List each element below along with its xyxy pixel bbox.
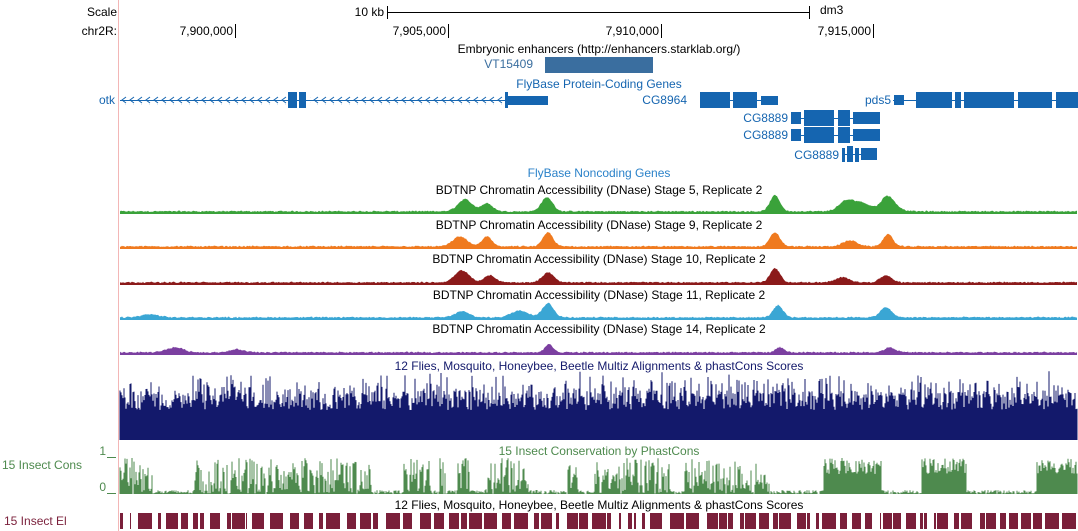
insect-cons-side-label[interactable]: 15 Insect Cons <box>2 458 83 472</box>
gene-label-cg8964[interactable]: CG8964 <box>642 93 687 107</box>
insect-cons-signal <box>119 458 1078 494</box>
enhancer-feature[interactable] <box>0 0 1078 80</box>
ruler-tick-label: 7,900,000 <box>179 24 233 38</box>
gene-cg8889[interactable] <box>791 110 880 126</box>
enhancers-track-title: Embryonic enhancers (http://enhancers.st… <box>457 42 741 56</box>
ruler-tick-label: 7,910,000 <box>605 24 659 38</box>
dnase-track-title: BDTNP Chromatin Accessibility (DNase) St… <box>435 218 763 232</box>
dnase-track-title: BDTNP Chromatin Accessibility (DNase) St… <box>432 322 766 336</box>
gene-label-otk[interactable]: otk <box>99 93 116 107</box>
insect-el-signal <box>120 513 1076 529</box>
dnase-signal-stage5 <box>120 194 1077 214</box>
gene-models[interactable] <box>0 0 1078 170</box>
protein-genes-track-title: FlyBase Protein-Coding Genes <box>516 77 682 91</box>
chrom-label: chr2R: <box>81 24 117 38</box>
dnase-signal-stage9 <box>120 232 1077 249</box>
insect-el-track-title: 12 Flies, Mosquito, Honeybee, Beetle Mul… <box>394 498 804 512</box>
gene-cg8889[interactable] <box>842 146 877 162</box>
cons-axis-max: 1 <box>99 444 106 458</box>
insect-el-side-label[interactable]: 15 Insect El <box>4 514 67 528</box>
gene-label-pds5[interactable]: pds5 <box>864 93 891 107</box>
dnase-signal-stage11 <box>120 302 1077 320</box>
gene-pds5[interactable] <box>893 92 1078 108</box>
insect-cons-track-title: 15 Insect Conservation by PhastCons <box>498 444 700 458</box>
gene-label-cg8889[interactable]: CG8889 <box>794 148 839 162</box>
enhancer-feature-label[interactable]: VT15409 <box>484 57 533 71</box>
gene-otk[interactable] <box>120 92 548 108</box>
dnase-signal-stage14 <box>120 344 1077 355</box>
ruler-tick-label: 7,905,000 <box>392 24 446 38</box>
ruler <box>235 6 874 38</box>
dnase-signal-stage10 <box>120 267 1077 285</box>
scale-label: Scale <box>86 5 117 19</box>
dnase-track-title: BDTNP Chromatin Accessibility (DNase) St… <box>432 288 766 302</box>
gene-cg8964[interactable] <box>700 92 778 108</box>
dnase-track-title: BDTNP Chromatin Accessibility (DNase) St… <box>435 183 763 197</box>
noncoding-track-title: FlyBase Noncoding Genes <box>527 166 671 180</box>
ruler-tick-label: 7,915,000 <box>817 24 871 38</box>
dnase-track-title: BDTNP Chromatin Accessibility (DNase) St… <box>432 252 766 266</box>
assembly-label: dm3 <box>820 3 844 17</box>
gene-label-cg8889[interactable]: CG8889 <box>743 128 788 142</box>
multiz-signal <box>119 371 1078 440</box>
gene-label-cg8889[interactable]: CG8889 <box>743 111 788 125</box>
gene-cg8889[interactable] <box>791 127 880 143</box>
scale-bar-label: 10 kb <box>354 5 384 19</box>
multiz-track-title: 12 Flies, Mosquito, Honeybee, Beetle Mul… <box>394 359 804 373</box>
cons-axis-min: 0 <box>99 480 106 494</box>
